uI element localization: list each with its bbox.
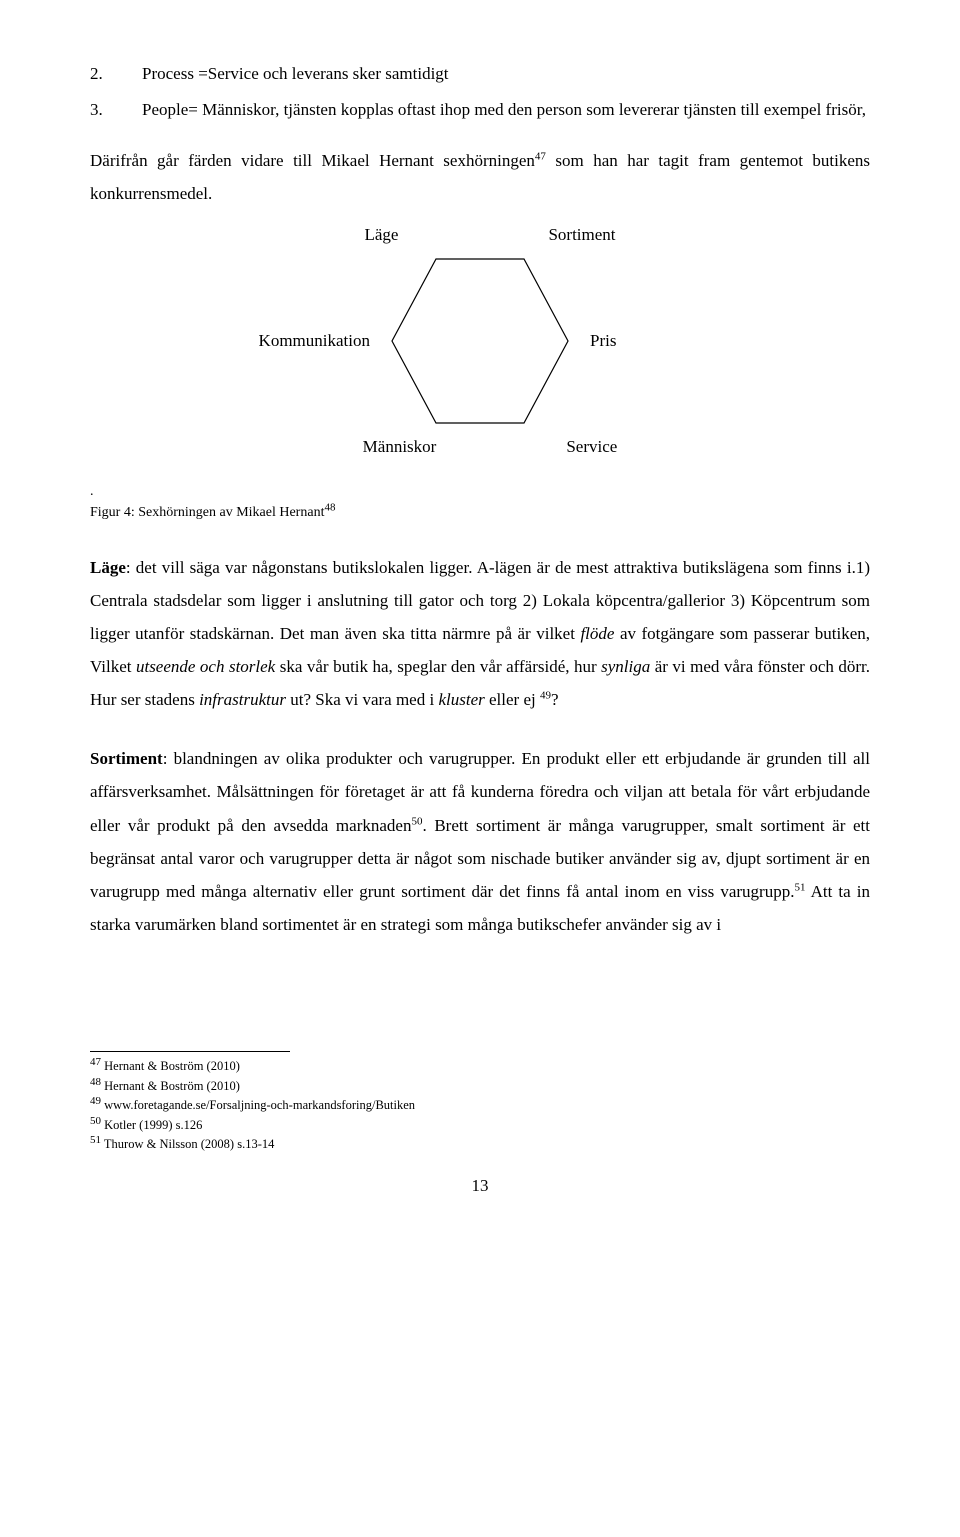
intro-paragraph: Därifrån går färden vidare till Mikael H… [90, 144, 870, 210]
footnote-number: 48 [90, 1076, 101, 1088]
footnote-text: Thurow & Nilsson (2008) s.13-14 [101, 1137, 274, 1151]
footnote: 48 Hernant & Boström (2010) [90, 1078, 870, 1096]
figure-caption-dot: . [90, 481, 870, 502]
hexagon-diagram: Läge Sortiment Kommunikation Pris Männis… [90, 225, 870, 457]
footnote-ref: 51 [794, 881, 805, 893]
list-number: 3. [118, 93, 142, 126]
hex-bottom-labels: Människor Service [90, 437, 870, 457]
italic-term: flöde [580, 624, 614, 643]
hex-vertex-label: Pris [574, 331, 734, 351]
footnote-text: Hernant & Boström (2010) [101, 1079, 240, 1093]
hex-vertex-label: Människor [363, 437, 437, 457]
footnote-number: 47 [90, 1056, 101, 1068]
footnote-ref: 47 [535, 151, 546, 163]
term: Läge [90, 558, 126, 577]
hex-vertex-label: Kommunikation [226, 331, 386, 351]
paragraph-sortiment: Sortiment: blandningen av olika produkte… [90, 742, 870, 941]
footnote-ref: 48 [324, 501, 335, 513]
hex-mid-row: Kommunikation Pris [90, 253, 870, 429]
hex-vertex-label: Service [566, 437, 617, 457]
italic-term: infrastruktur [199, 690, 286, 709]
footnote-text: Hernant & Boström (2010) [101, 1059, 240, 1073]
paragraph-lage: Läge: det vill säga var någonstans butik… [90, 551, 870, 717]
hex-vertex-label: Läge [364, 225, 398, 245]
list-item-3: 3.People= Människor, tjänsten kopplas of… [90, 93, 870, 126]
term: Sortiment [90, 749, 163, 768]
hex-vertex-label: Sortiment [548, 225, 615, 245]
list-item-2: 2.Process =Service och leverans sker sam… [90, 60, 870, 87]
list-number: 2. [118, 60, 142, 87]
list-text: People= Människor, tjänsten kopplas ofta… [142, 100, 866, 119]
footnote: 50 Kotler (1999) s.126 [90, 1117, 870, 1135]
footnote: 47 Hernant & Boström (2010) [90, 1058, 870, 1076]
page: 2.Process =Service och leverans sker sam… [0, 0, 960, 1246]
text: eller ej [485, 690, 540, 709]
italic-term: utseende och storlek [136, 657, 275, 676]
footnote-ref: 49 [540, 690, 551, 702]
text: Därifrån går färden vidare till Mikael H… [90, 151, 535, 170]
text: ska vår butik ha, speglar den vår affärs… [275, 657, 601, 676]
page-number: 13 [90, 1176, 870, 1196]
footnote: 51 Thurow & Nilsson (2008) s.13-14 [90, 1136, 870, 1154]
footnote: 49 www.foretagande.se/Forsaljning-och-ma… [90, 1097, 870, 1115]
footnote-number: 49 [90, 1095, 101, 1107]
footnote-divider [90, 1051, 290, 1052]
list-text: Process =Service och leverans sker samti… [142, 64, 449, 83]
footnote-text: www.foretagande.se/Forsaljning-och-marka… [101, 1098, 415, 1112]
italic-term: synliga [601, 657, 650, 676]
figure-caption-text: Figur 4: Sexhörningen av Mikael Hernant [90, 505, 324, 520]
hexagon-shape [386, 253, 574, 429]
italic-term: kluster [438, 690, 484, 709]
footnote-text: Kotler (1999) s.126 [101, 1118, 202, 1132]
figure-caption: . Figur 4: Sexhörningen av Mikael Hernan… [90, 481, 870, 523]
figure-caption-text-row: Figur 4: Sexhörningen av Mikael Hernant4… [90, 502, 870, 523]
footnote-ref: 50 [411, 815, 422, 827]
footnote-number: 50 [90, 1115, 101, 1127]
footnotes: 47 Hernant & Boström (2010) 48 Hernant &… [90, 1058, 870, 1154]
footnote-number: 51 [90, 1134, 101, 1146]
text: ut? Ska vi vara med i [286, 690, 439, 709]
hex-top-labels: Läge Sortiment [90, 225, 870, 245]
text: ? [551, 690, 559, 709]
